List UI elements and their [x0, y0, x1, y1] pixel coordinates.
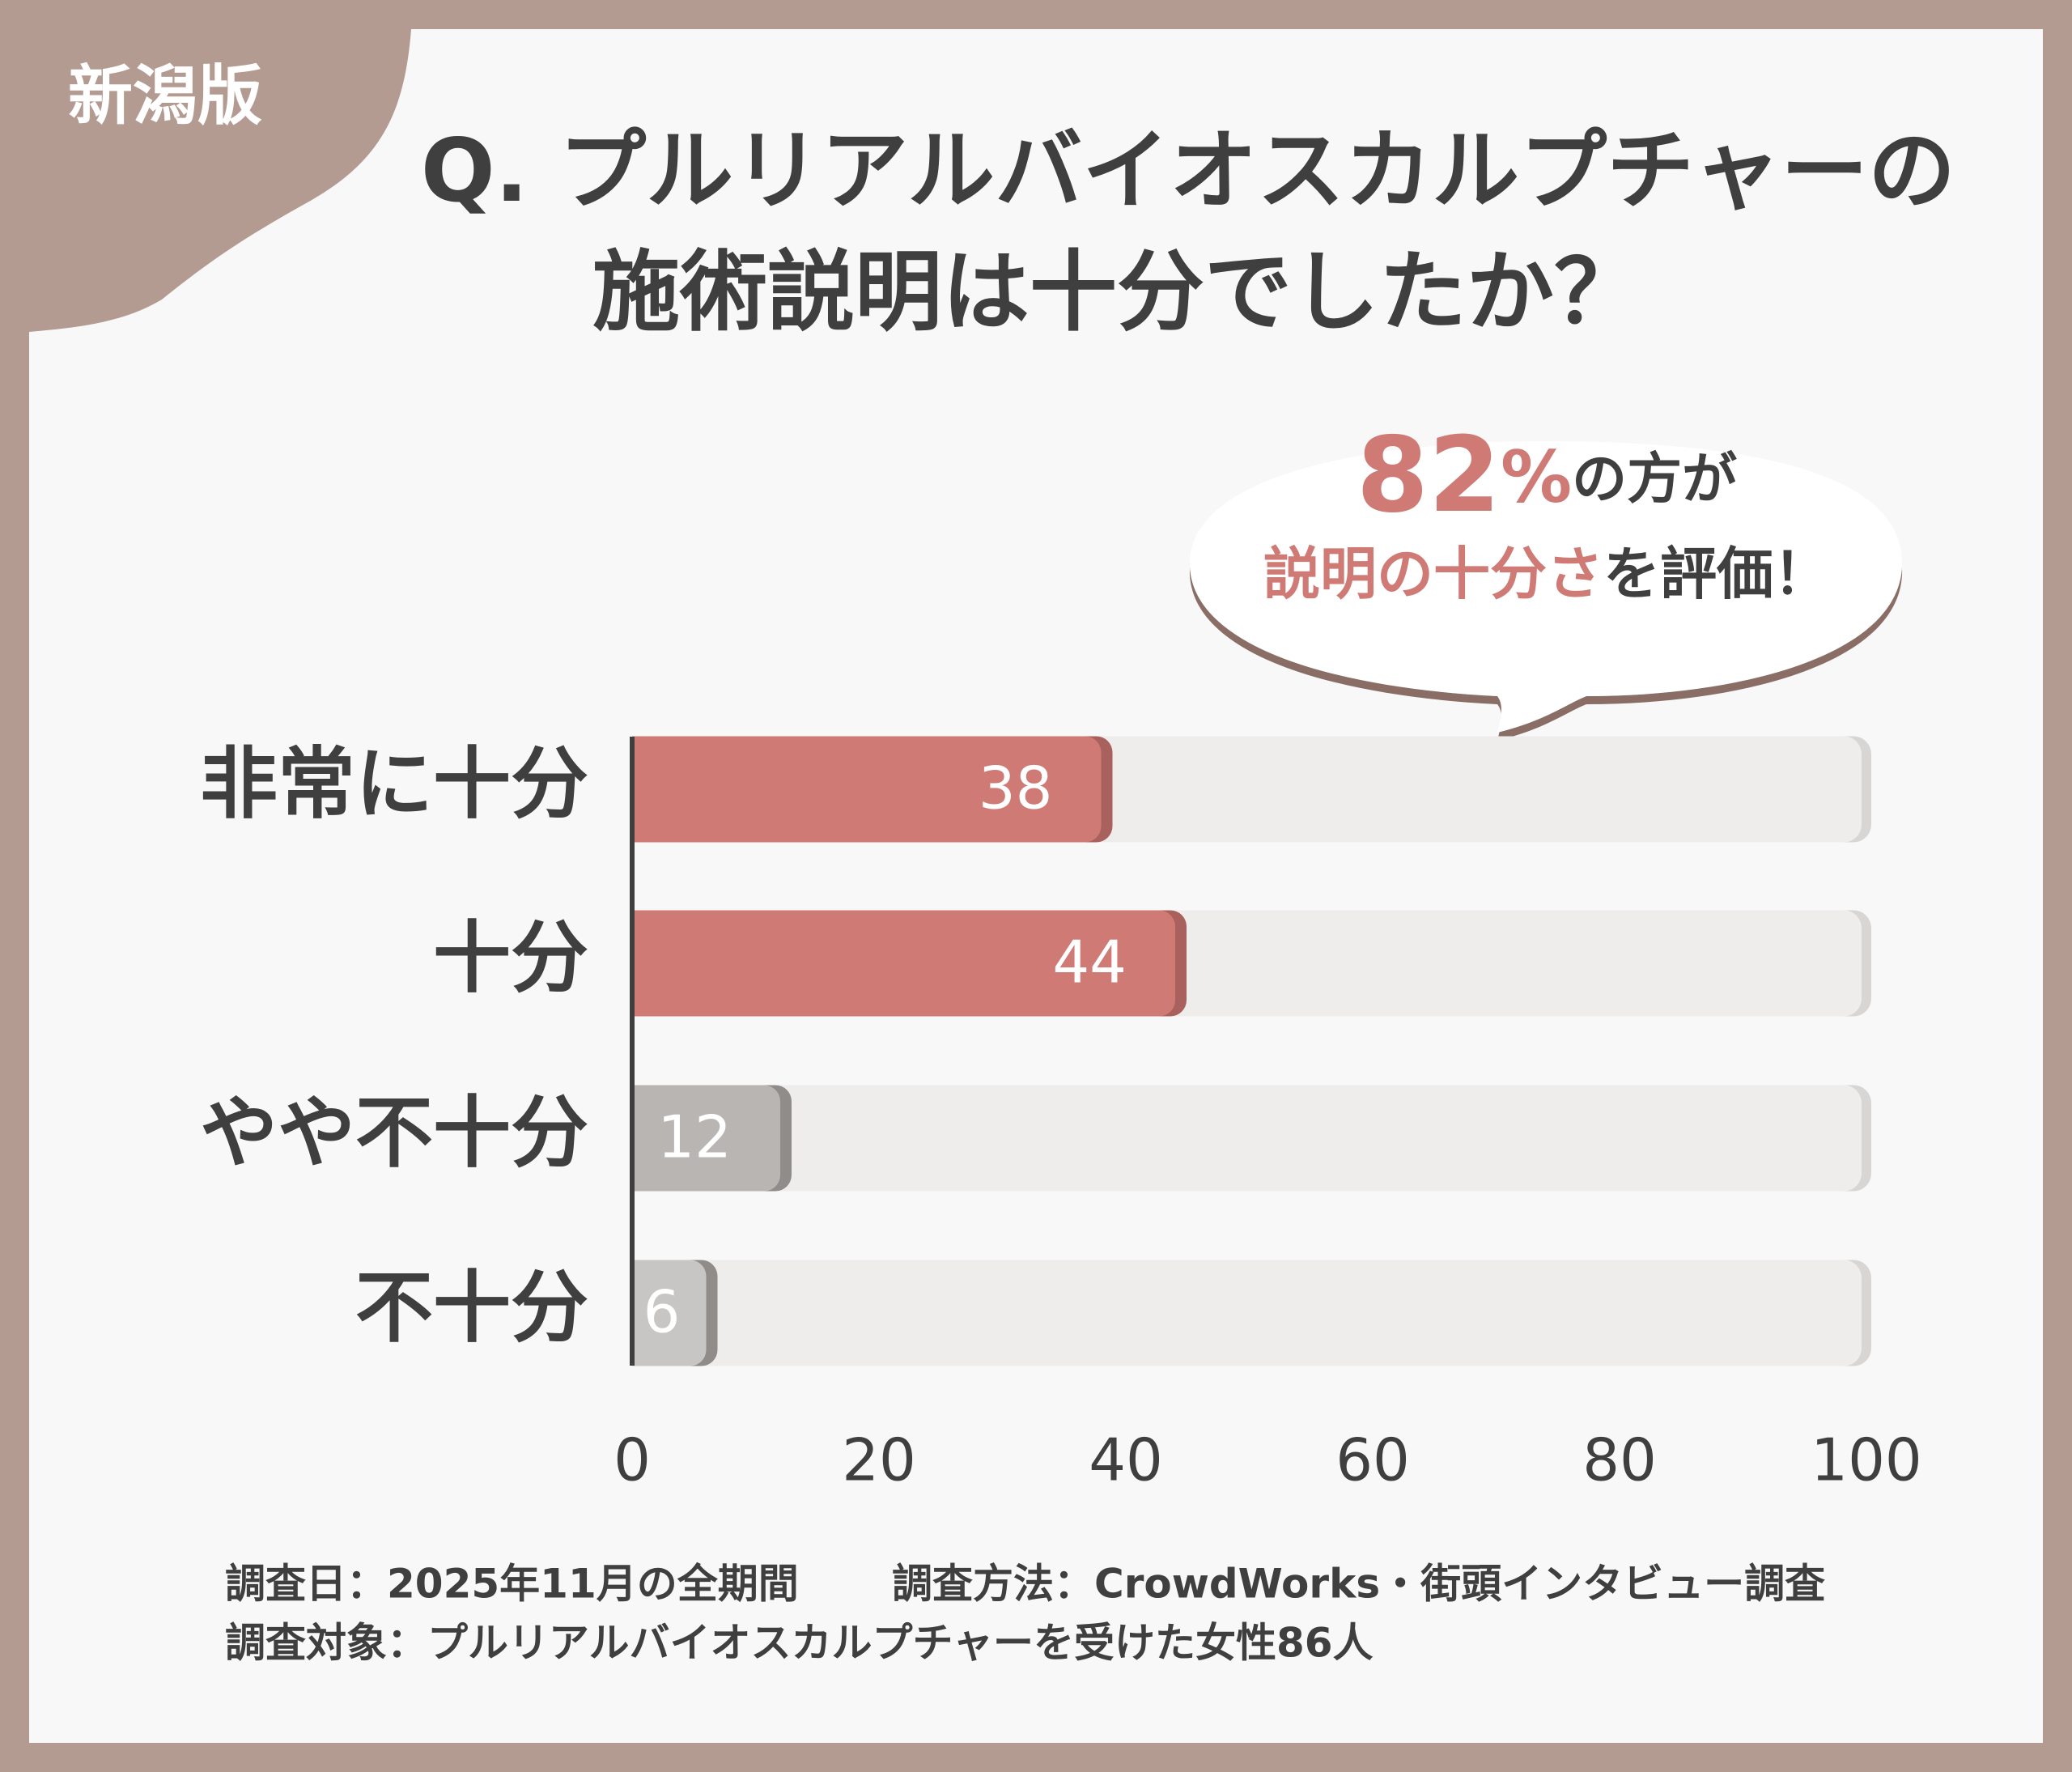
x-tick-label: 60 — [1335, 1426, 1410, 1494]
note: 調査対象：プルリアルバイオスカルプチャーを受けた女性86人 — [225, 1620, 1374, 1667]
x-tick-label: 80 — [1582, 1426, 1657, 1494]
bar-base — [632, 910, 656, 1017]
callout-line: 説明の十分さを評価！ — [1263, 541, 1830, 607]
chart-title: Q. プルリアルバイオスカルプチャーの — [421, 121, 1955, 222]
chart-title: 施術説明は十分でしたか？ — [592, 242, 1641, 343]
callout-line: 82%の方が — [1357, 415, 1737, 536]
callout-bubble — [1189, 441, 1903, 733]
callout-text: 説明の十分さ — [1263, 541, 1603, 607]
callout-text: % — [1501, 436, 1572, 519]
panel — [29, 29, 2043, 1743]
y-tick-label: 非常に十分 — [200, 738, 588, 829]
callout-text: を評価！ — [1603, 541, 1830, 607]
y-tick-label: 十分 — [433, 912, 588, 1003]
callout-text: 82 — [1357, 415, 1501, 536]
value-label: 38 — [979, 754, 1053, 822]
note: 調査日：2025年11月の全期間 — [225, 1561, 799, 1608]
x-tick-label: 40 — [1089, 1426, 1163, 1494]
bar-base — [632, 736, 656, 843]
bar — [632, 910, 1175, 1017]
track — [632, 1085, 1862, 1192]
y-tick-label: 不十分 — [355, 1262, 588, 1353]
y-tick-label: やや不十分 — [200, 1087, 588, 1178]
value-label: 44 — [1052, 928, 1127, 996]
bar-base — [632, 1085, 656, 1192]
x-tick-label: 0 — [614, 1426, 651, 1494]
bar-base — [632, 1260, 656, 1366]
bar — [632, 736, 1102, 843]
notes: 調査日：2025年11月の全期間 調査方法：CrowdWorks・街頭インタビュー… — [225, 1561, 1825, 1667]
badge-shape — [29, 29, 411, 332]
x-tick-label: 100 — [1811, 1426, 1921, 1494]
track — [632, 1260, 1862, 1366]
bar — [632, 1085, 780, 1192]
x-tick-label: 20 — [842, 1426, 916, 1494]
note: 調査方法：CrowdWorks・街頭インタビュー調査 — [892, 1561, 1825, 1608]
callout-text: の方が — [1572, 448, 1737, 512]
value-label: 6 — [643, 1278, 681, 1346]
badge-text: 新潟版 — [68, 58, 262, 134]
value-label: 12 — [657, 1103, 732, 1171]
